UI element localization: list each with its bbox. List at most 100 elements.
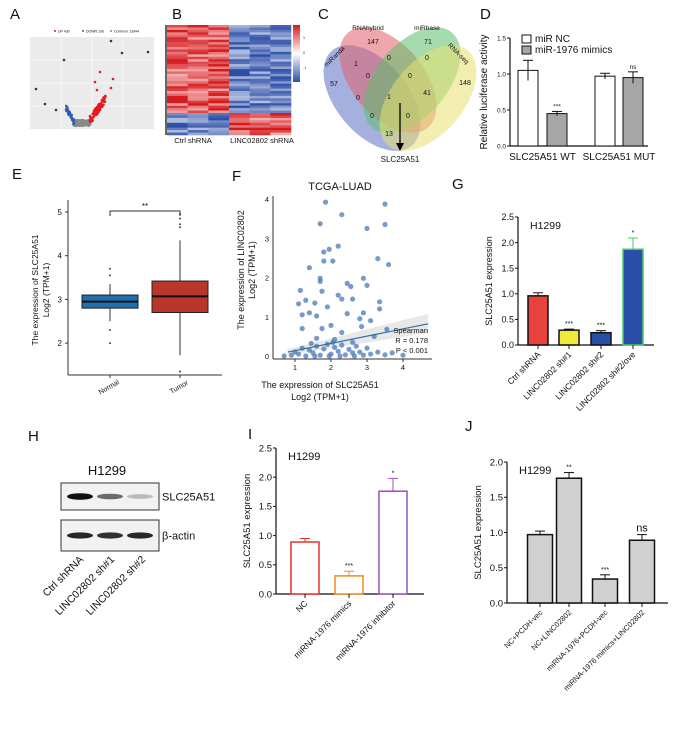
volcano-point [54,108,58,112]
heatmap-cell [208,93,230,97]
heatmap-cell [208,103,230,106]
heatmap-cell [208,83,230,87]
heatmap-cell [208,76,230,80]
y-axis-label: The expression of LINC02802 [236,210,246,330]
y-tick-label: 2.0 [490,457,503,468]
x-tick-label: 2 [329,363,333,372]
heatmap-cell [187,115,209,119]
heatmap-cell [249,25,271,28]
heatmap-cell [208,39,230,43]
heatmap-cell [208,95,230,99]
y-tick-label: 1.0 [501,289,514,299]
heatmap-cell [249,115,271,119]
scatter-point [389,350,395,356]
heatmap-cell [167,32,188,36]
significance-label: *** [345,563,353,570]
heatmap-cell [208,117,230,121]
volcano-point-up [92,109,96,113]
heatmap-cell [187,93,209,97]
heatmap-cell [249,103,271,106]
heatmap-cell [208,98,230,102]
heatmap-cell [270,64,292,67]
heatmap-cell [270,100,292,104]
heatmap-cell [249,88,271,92]
scatter-point [324,304,330,310]
heatmap-cell [208,44,230,48]
venn-region-count: 0 [406,113,410,120]
scatter-point [382,221,388,228]
heatmap-cell [208,108,230,111]
heatmap-cell [187,69,209,72]
heatmap-cell [270,47,292,50]
heatmap-cell [249,78,271,82]
panel-label-i: I [248,426,253,443]
heatmap-cell [270,130,292,133]
heatmap-cell [167,44,188,48]
panel-label-d: D [480,6,491,23]
heatmap-cell [208,61,230,65]
heatmap-cell [167,83,188,87]
bar [517,69,539,147]
volcano-point-up [92,111,96,115]
heatmap-cell [270,120,292,124]
volcano-point [43,102,47,106]
heatmap-cell [270,42,292,45]
heatmap-cell [167,71,188,75]
heatmap-cell [167,59,188,62]
scatter-point [377,299,383,305]
heatmap-cell [249,108,271,111]
scatter-point [339,212,345,218]
colorbar-tick-label: 0 [303,51,305,55]
heatmap-cell [167,54,188,58]
heatmap-cell [249,27,271,31]
heatmap-cell [249,130,271,133]
volcano-point-up [97,109,100,112]
heatmap-cell [208,59,230,62]
heatmap-cell [208,120,230,124]
volcano-point-up [92,115,96,118]
box-outlier [179,223,181,226]
scatter-point [364,225,370,232]
scatter-point [335,292,341,298]
venn-set-rna-seq [379,45,477,151]
volcano-point-common [78,119,82,122]
heatmap-cell [167,42,188,45]
heatmap-cell [208,73,230,77]
bar [628,539,656,604]
heatmap-cell [187,98,209,102]
scatter-point [296,301,302,307]
scatter-point [335,348,341,354]
heatmap-cell [167,69,188,72]
scatter-point [339,329,345,336]
heatmap-cell [229,64,250,67]
heatmap-cell [208,51,230,55]
heatmap-cell [187,34,209,38]
heatmap-cell [270,105,292,109]
heatmap-cell [167,73,188,77]
heatmap-cell [270,56,292,60]
heatmap-cell [187,47,209,50]
heatmap-cell [208,42,230,45]
heatmap-cell [270,29,292,33]
heatmap-cell [187,71,209,75]
heatmap-cell [208,71,230,75]
heatmap-cell [167,61,188,65]
heatmap-cell [167,113,188,116]
venn-region-count: 57 [330,81,338,88]
heatmap-cell [187,132,209,136]
heatmap-cell [229,29,250,33]
box-outlier [179,217,181,220]
heatmap-cell [270,86,292,89]
y-tick-label: 0.5 [497,107,506,114]
volcano-legend-marker [110,30,112,32]
x-tick-label: 3 [365,363,369,372]
heatmap-cell [187,122,209,126]
bar [527,295,549,346]
heatmap-cell [229,76,250,80]
heatmap-cell [270,113,292,116]
heatmap-cell [249,127,271,131]
legend-swatch [521,34,532,44]
scatter-point [317,352,323,358]
heatmap-cell [208,25,230,28]
heatmap-cell [208,122,230,126]
